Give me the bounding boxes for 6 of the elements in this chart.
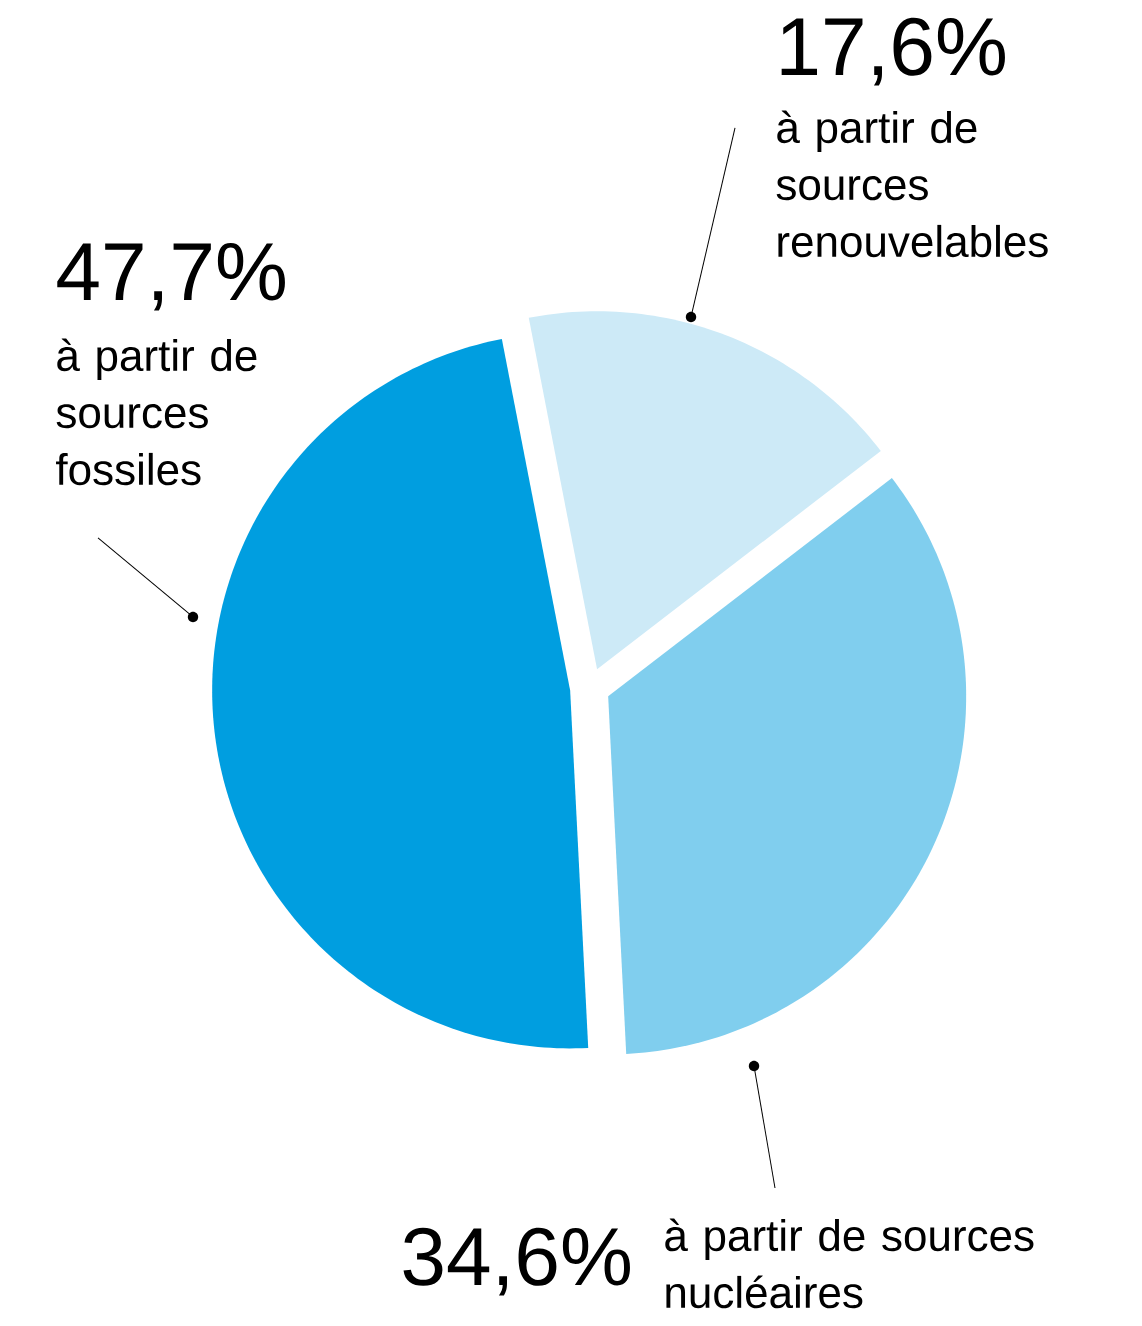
slice-label: à partir de sources fossiles [56, 338, 257, 486]
data-label: 17,6% [781, 17, 1005, 86]
slice-label: à partir de sources nucléaires [665, 1218, 1034, 1309]
data-label: 47,7% [57, 243, 285, 311]
slice-label: à partir de sources renouvelables [776, 110, 1048, 258]
data-label: 34,6% [403, 1227, 630, 1296]
